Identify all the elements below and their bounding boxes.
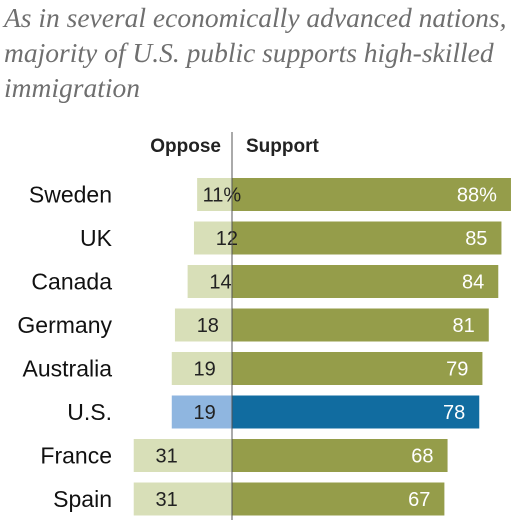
oppose-bar (174, 308, 232, 342)
category-label: Germany (17, 312, 112, 338)
category-label: Australia (23, 356, 113, 382)
support-value-label: 84 (462, 272, 484, 294)
oppose-bar (133, 482, 232, 516)
support-value-label: 81 (453, 315, 475, 337)
category-label: Sweden (29, 182, 112, 208)
support-bar (232, 178, 511, 211)
oppose-bar (187, 265, 232, 298)
support-value-label: 67 (408, 489, 430, 511)
category-label: UK (80, 225, 113, 251)
support-bar (232, 308, 489, 342)
oppose-value-label: 19 (194, 359, 216, 381)
header-support: Support (246, 136, 319, 157)
oppose-value-label: 31 (155, 446, 177, 468)
oppose-value-label: 31 (155, 489, 177, 511)
oppose-value-label: 12 (216, 228, 238, 250)
support-bar (232, 482, 445, 516)
support-bar (232, 395, 480, 429)
support-value-label: 85 (465, 228, 487, 250)
support-bar (232, 265, 499, 298)
oppose-bar (133, 439, 232, 472)
support-value-label: 88% (457, 185, 497, 207)
oppose-bar (197, 178, 232, 211)
support-value-label: 79 (446, 359, 468, 381)
oppose-value-label: 19 (194, 402, 216, 424)
support-bar (232, 439, 448, 472)
support-value-label: 68 (411, 446, 433, 468)
oppose-value-label: 14 (209, 272, 231, 294)
chart-title: As in several economically advanced nati… (4, 2, 507, 103)
category-label: Spain (53, 486, 112, 512)
header-oppose: Oppose (150, 136, 221, 157)
category-label: France (40, 443, 112, 469)
support-value-label: 78 (443, 402, 465, 424)
oppose-bar (193, 221, 232, 255)
support-bar (232, 352, 483, 385)
oppose-bar (171, 352, 232, 385)
oppose-value-label: 11% (203, 185, 242, 207)
support-bar (232, 221, 502, 255)
oppose-bar (171, 395, 232, 429)
category-label: U.S. (67, 399, 112, 425)
oppose-value-label: 18 (197, 315, 219, 337)
category-label: Canada (31, 269, 112, 295)
